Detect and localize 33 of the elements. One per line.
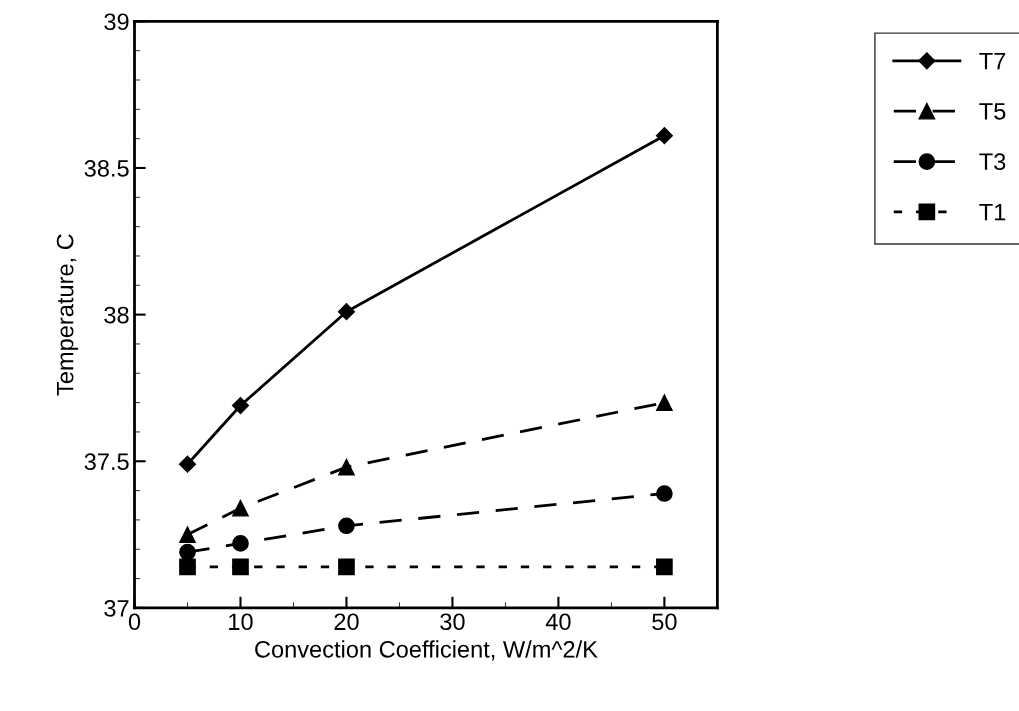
point [656,558,673,576]
point [179,558,196,576]
point [338,558,355,576]
point [338,517,355,535]
y-axis-title: Temperature, C [56,234,79,396]
point [232,558,249,576]
point [656,485,673,502]
point [655,127,673,145]
x-tick-label: 20 [334,613,359,631]
point [232,535,249,552]
point [231,396,250,415]
x-tick-label: 40 [545,613,571,631]
point [232,499,249,517]
point [338,458,355,476]
y-tick-label: 38 [104,306,129,324]
x-axis-title: Convection Coefficient, W/m^2/K [255,640,598,661]
legend-label: T5 [979,103,1006,120]
legend-label: T7 [979,52,1006,70]
x-tick-label: 50 [652,613,677,631]
y-tick-label: 37.5 [84,453,129,471]
legend-label: T1 [979,203,1006,221]
point [179,526,196,543]
legend-label: T3 [979,153,1006,171]
x-tick-label: 0 [128,613,141,631]
point [656,394,673,411]
y-tick-label: 38.5 [84,160,129,177]
x-tick-label: 10 [229,613,253,631]
y-tick-label: 37 [104,599,129,617]
x-tick-label: 30 [440,613,465,631]
point [179,543,196,561]
point [178,455,197,473]
y-tick-label: 39 [104,13,129,31]
point [337,303,356,321]
